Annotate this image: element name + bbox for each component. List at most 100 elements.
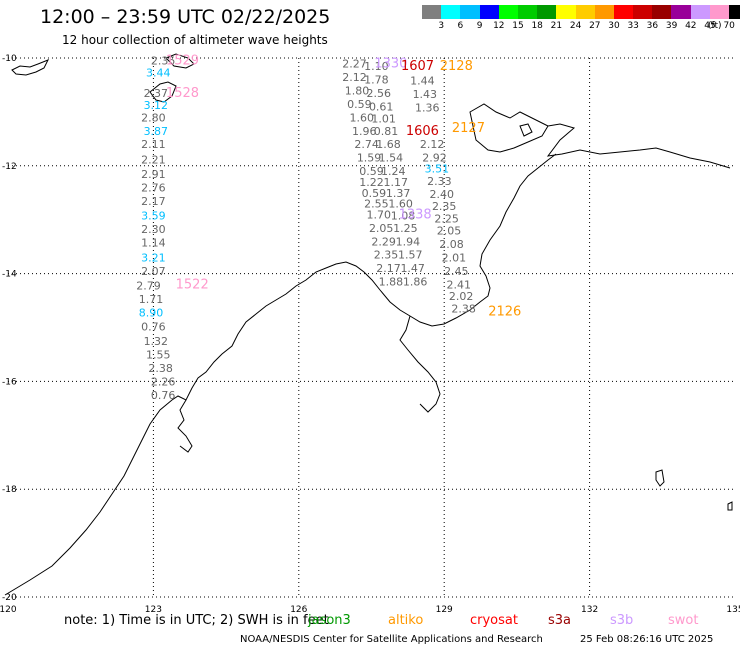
wave-height-label: 1.71 [139,293,164,306]
colorbar-tick-label: 30 [608,21,620,31]
wave-height-label: 2.74 [354,138,379,151]
colorbar-swatch [709,5,729,19]
colorbar-swatch [422,5,442,19]
coastline-group [4,53,733,596]
satellite-legend-s3a: s3a [548,613,572,628]
colorbar-swatch [729,5,740,19]
wave-height-label: 3.44 [146,67,171,80]
wave-height-label: 8.90 [139,306,164,319]
coastline-gulf-carp [546,123,731,169]
wave-height-label: 2.11 [141,138,166,151]
wave-height-label: 3.59 [141,209,166,222]
wave-height-label: 1.32 [144,335,169,348]
wave-height-label: 2.92 [422,152,447,165]
wave-height-label: 2.80 [141,111,166,124]
wave-height-label: 1.59 [357,152,382,165]
wave-height-label: 0.59 [362,187,387,200]
pass-time-label: 1522 [176,277,209,292]
pass-time-label: 1338 [399,207,432,222]
wave-height-label: 1.25 [393,222,418,235]
wave-height-label: 1.80 [345,84,370,97]
pass-time-label: 1607 [401,59,434,74]
coastline-islet-se [727,501,733,511]
wave-height-label: 1.24 [381,165,406,178]
satellite-legend-cryosat: cryosat [470,613,518,628]
colorbar-swatch [633,5,653,19]
credit-line: NOAA/NESDIS Center for Satellite Applica… [240,634,543,645]
wave-height-label: 2.17 [376,262,401,275]
wave-height-label: 3.51 [425,162,450,175]
colorbar-swatch [652,5,672,19]
timestamp: 25 Feb 08:26:16 UTC 2025 [580,634,714,645]
map-subtitle: 12 hour collection of altimeter wave hei… [62,33,328,47]
longitude-tick-label: 132 [581,605,598,615]
wave-height-label: 1.14 [141,236,166,249]
colorbar-tick-label: 27 [589,21,601,31]
colorbar-tick-label: 15 [512,21,524,31]
wave-height-label: 0.76 [151,389,176,402]
wave-height-label: 2.01 [442,251,467,264]
wave-height-label: 1.10 [364,60,389,73]
wave-height-label: 0.76 [141,320,166,333]
wave-height-label: 1.55 [146,348,171,361]
footer-note: note: 1) Time is in UTC; 2) SWH is in fe… [64,613,329,628]
wave-height-label: 2.26 [151,375,176,388]
wave-height-label: 2.35 [432,200,457,213]
longitude-tick-label: 123 [145,605,162,615]
colorbar-tick-label: 39 [665,21,678,31]
wave-height-label: 2.17 [141,195,166,208]
colorbar-swatch [479,5,499,19]
wave-height-label: 2.29 [371,235,396,248]
coastline-timor [11,59,50,76]
wave-height-label: 1.01 [371,112,396,125]
colorbar-tick-label: 6 [457,21,464,31]
latitude-tick-label: -14 [2,270,17,280]
longitude-tick-label: 120 [0,605,17,615]
wave-height-label: 1.60 [350,111,375,124]
wave-height-label: 2.41 [446,278,471,291]
colorbar-ticks: 3 6 9 12 15 18 21 24 27 30 33 36 39 42 45 70 [422,21,735,33]
wave-height-label: 1.57 [398,249,423,262]
colorbar-unit: (ft) [708,21,722,31]
coastline-groote [519,123,533,137]
wave-height-label: 2.35 [374,249,399,262]
wave-height-label: 1.96 [352,125,377,138]
longitude-tick-label: 135 [726,605,740,615]
wave-height-label: 1.94 [396,235,421,248]
wave-height-label: 0.59 [347,98,372,111]
wave-height-label: 2.76 [141,181,166,194]
wave-height-label: 2.33 [427,175,452,188]
pass-time-label: 1606 [406,124,439,139]
pass-time-label: 1529 [166,54,199,69]
wave-height-label: 2.21 [141,153,166,166]
coastline-mainland [4,153,557,596]
colorbar-tick-label: 33 [627,21,639,31]
coastline-island-b [165,53,195,69]
wave-height-label: 1.86 [403,276,428,289]
colorbar-tick-label: 36 [646,21,659,31]
wave-height-label: 3.21 [141,251,166,264]
coastline-islet-east [655,469,665,487]
colorbar-swatch [594,5,614,19]
wave-height-label: 0.61 [369,101,394,114]
wave-height-label: 1.47 [400,262,425,275]
coastline-bay-detail [177,399,193,453]
colorbar-tick-label: 21 [550,21,563,31]
wave-height-label: 2.55 [364,198,389,211]
wave-height-label: 2.05 [369,222,394,235]
pass-time-label: 1528 [166,86,199,101]
wave-height-label: 1.78 [364,74,389,87]
wave-height-label: 2.79 [136,279,161,292]
wave-height-label: 1.70 [367,208,392,221]
wave-height-label: 1.68 [376,138,401,151]
colorbar-swatch [537,5,557,19]
pass-time-label: 1330 [374,56,407,71]
wave-height-label: 2.35 [151,55,176,68]
wave-height-label: 1.54 [379,152,404,165]
colorbar-tick-label: 42 [685,21,697,31]
wave-height-label: 2.12 [420,138,445,151]
pass-time-label: 2126 [488,304,521,319]
coastline-bonaparte [399,315,441,413]
colorbar-swatch [498,5,518,19]
